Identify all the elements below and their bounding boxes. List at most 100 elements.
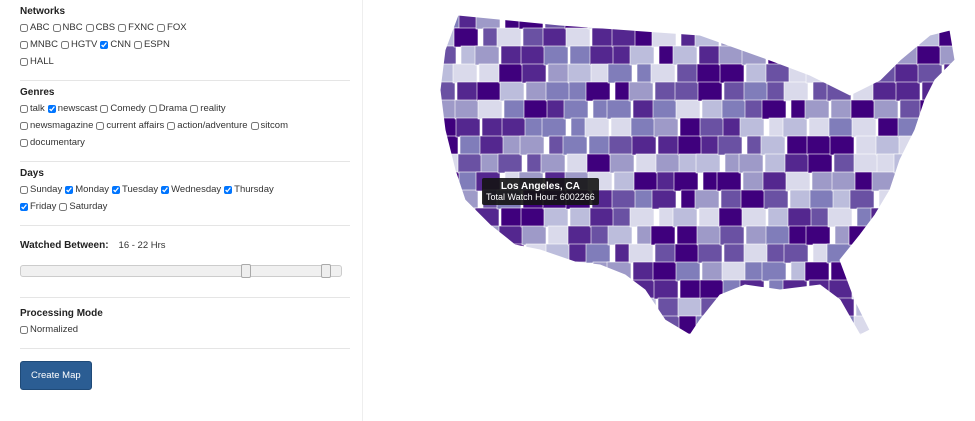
region[interactable] — [724, 315, 750, 335]
region[interactable] — [916, 45, 942, 66]
region[interactable] — [655, 315, 681, 335]
region[interactable] — [920, 279, 946, 300]
region[interactable] — [900, 171, 926, 192]
region[interactable] — [895, 81, 921, 102]
checkbox[interactable] — [20, 121, 28, 130]
region[interactable] — [849, 189, 875, 210]
region[interactable] — [651, 27, 677, 48]
region[interactable] — [453, 27, 479, 48]
region[interactable] — [942, 99, 967, 120]
region[interactable] — [764, 315, 790, 335]
option[interactable]: FOX — [157, 22, 187, 33]
region[interactable] — [456, 243, 482, 264]
region[interactable] — [477, 99, 503, 120]
region[interactable] — [518, 333, 544, 350]
region[interactable] — [631, 135, 657, 156]
region[interactable] — [854, 10, 880, 30]
region[interactable] — [853, 153, 879, 174]
region[interactable] — [806, 297, 832, 318]
region[interactable] — [827, 207, 853, 228]
region[interactable] — [588, 297, 614, 318]
region[interactable] — [804, 261, 830, 282]
option[interactable]: Tuesday — [112, 184, 158, 195]
region[interactable] — [459, 297, 485, 318]
region[interactable] — [497, 315, 523, 335]
region[interactable] — [765, 63, 791, 84]
region[interactable] — [432, 207, 457, 228]
region[interactable] — [628, 81, 654, 102]
region[interactable] — [936, 153, 961, 174]
region[interactable] — [524, 279, 550, 300]
checkbox[interactable] — [65, 185, 74, 194]
region[interactable] — [702, 10, 728, 30]
region[interactable] — [922, 153, 948, 174]
region[interactable] — [694, 189, 720, 210]
region[interactable] — [917, 225, 943, 246]
region[interactable] — [851, 279, 877, 300]
region[interactable] — [829, 135, 855, 156]
checkbox[interactable] — [20, 57, 28, 66]
region[interactable] — [914, 10, 940, 30]
region[interactable] — [872, 81, 898, 102]
region[interactable] — [789, 27, 815, 48]
region[interactable] — [804, 99, 830, 120]
region[interactable] — [655, 153, 681, 174]
region[interactable] — [455, 117, 481, 138]
region[interactable] — [719, 225, 745, 246]
region[interactable] — [521, 225, 547, 246]
region[interactable] — [608, 297, 634, 318]
region[interactable] — [831, 171, 857, 192]
region[interactable] — [740, 189, 766, 210]
region[interactable] — [563, 99, 589, 120]
region[interactable] — [848, 63, 874, 84]
region[interactable] — [656, 333, 682, 350]
checkbox[interactable] — [47, 104, 56, 113]
option[interactable]: Wednesday — [161, 184, 221, 195]
option[interactable]: FXNC — [118, 22, 154, 33]
region[interactable] — [652, 99, 678, 120]
region[interactable] — [762, 333, 788, 350]
option[interactable]: ESPN — [133, 39, 170, 50]
region[interactable] — [878, 189, 904, 210]
region[interactable] — [523, 99, 549, 120]
region[interactable] — [870, 207, 896, 228]
region[interactable] — [541, 279, 567, 300]
region[interactable] — [586, 315, 612, 335]
region[interactable] — [939, 45, 964, 66]
region[interactable] — [635, 315, 661, 335]
region[interactable] — [785, 171, 811, 192]
region[interactable] — [762, 171, 788, 192]
region[interactable] — [479, 297, 505, 318]
region[interactable] — [763, 189, 789, 210]
region[interactable] — [915, 297, 941, 318]
option[interactable]: CBS — [85, 22, 115, 33]
region[interactable] — [834, 63, 860, 84]
region[interactable] — [921, 243, 947, 264]
region[interactable] — [518, 10, 544, 30]
region[interactable] — [896, 207, 922, 228]
region[interactable] — [436, 333, 461, 350]
region[interactable] — [677, 135, 703, 156]
region[interactable] — [739, 117, 765, 138]
region[interactable] — [497, 153, 523, 174]
checkbox[interactable] — [20, 202, 28, 211]
checkbox[interactable] — [118, 23, 127, 32]
region[interactable] — [849, 27, 875, 48]
option[interactable]: NBC — [52, 22, 83, 33]
region[interactable] — [877, 279, 903, 300]
region[interactable] — [585, 243, 611, 264]
region[interactable] — [742, 333, 768, 350]
region[interactable] — [897, 279, 923, 300]
region[interactable] — [786, 297, 812, 318]
region[interactable] — [498, 63, 524, 84]
region[interactable] — [695, 315, 721, 335]
region[interactable] — [565, 27, 591, 48]
region[interactable] — [875, 297, 901, 318]
region[interactable] — [914, 171, 940, 192]
region[interactable] — [738, 153, 764, 174]
region[interactable] — [629, 207, 655, 228]
option[interactable]: HALL — [20, 56, 54, 67]
checkbox[interactable] — [167, 121, 176, 130]
region[interactable] — [852, 243, 878, 264]
region[interactable] — [941, 243, 966, 264]
